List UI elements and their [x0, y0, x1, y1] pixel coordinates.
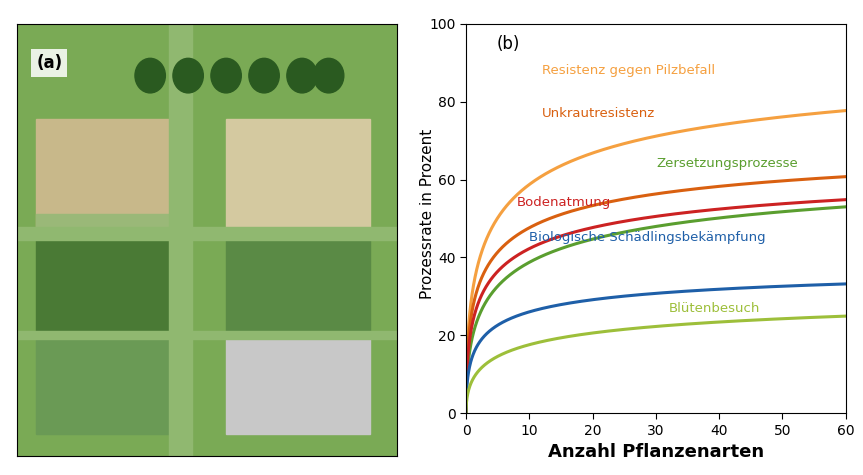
Bar [17, 227, 397, 240]
Bar [36, 339, 180, 434]
Text: Zersetzungsprozesse: Zersetzungsprozesse [656, 158, 797, 171]
Text: (a): (a) [36, 54, 62, 72]
X-axis label: Anzahl Pflanzenarten: Anzahl Pflanzenarten [548, 443, 764, 461]
Bar [226, 119, 370, 231]
Circle shape [173, 58, 204, 93]
Text: Biologische Schädlingsbekämpfung: Biologische Schädlingsbekämpfung [529, 231, 766, 245]
Bar [226, 240, 370, 335]
Text: Bodenatmung: Bodenatmung [517, 197, 611, 209]
Circle shape [135, 58, 166, 93]
Bar [169, 24, 192, 456]
Circle shape [249, 58, 280, 93]
Circle shape [313, 58, 343, 93]
Text: Resistenz gegen Pilzbefall: Resistenz gegen Pilzbefall [542, 64, 715, 77]
Text: Unkrautresistenz: Unkrautresistenz [542, 107, 655, 120]
Bar [36, 119, 180, 231]
Circle shape [287, 58, 318, 93]
Bar [36, 240, 180, 335]
Text: (b): (b) [496, 36, 520, 53]
Bar [36, 214, 180, 231]
Circle shape [211, 58, 242, 93]
Text: Blütenbesuch: Blütenbesuch [669, 302, 760, 314]
Bar [226, 339, 370, 434]
Text: Prozessrate in Prozent: Prozessrate in Prozent [419, 129, 435, 299]
Bar [17, 331, 397, 339]
